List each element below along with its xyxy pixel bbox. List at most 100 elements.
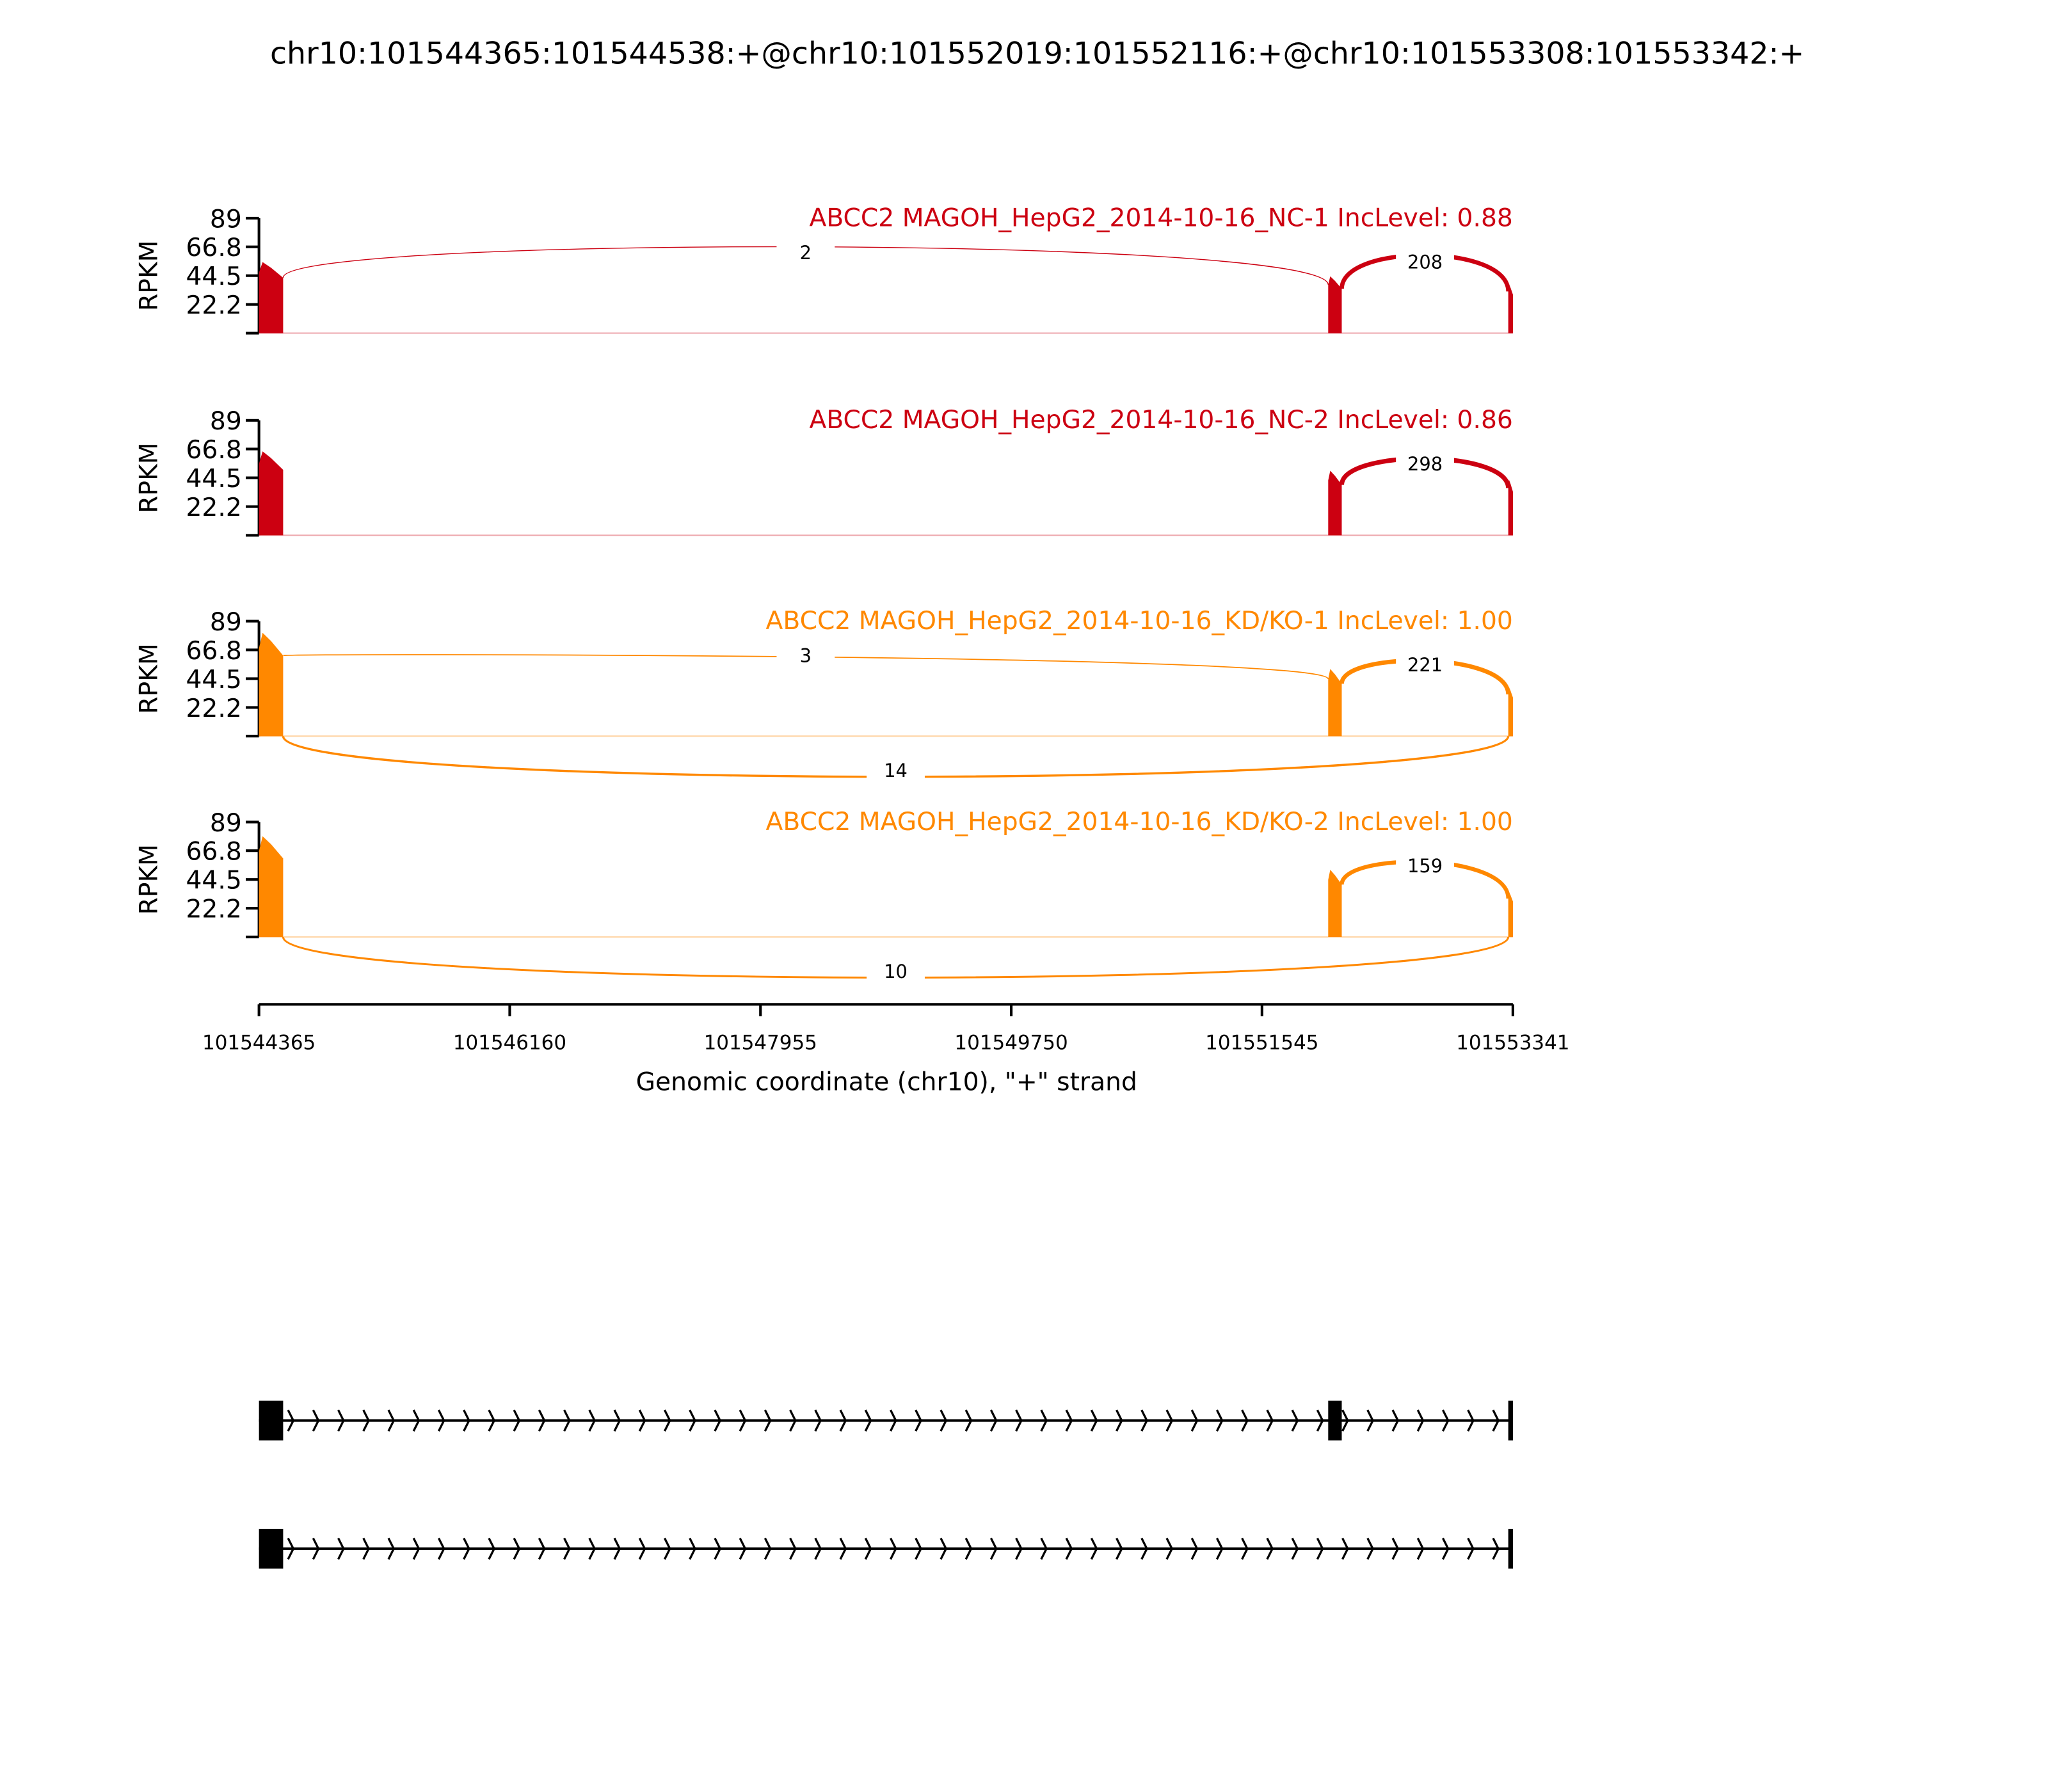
- coverage-exon-3: [1508, 479, 1514, 536]
- gene-model-exon: [259, 1528, 284, 1569]
- strand-chevron-icon: [789, 1537, 797, 1560]
- strand-chevron-icon: [964, 1409, 973, 1432]
- strand-chevron-icon: [287, 1537, 295, 1560]
- strand-chevron-icon: [1215, 1409, 1224, 1432]
- strand-chevron-icon: [839, 1537, 847, 1560]
- strand-chevron-icon: [864, 1409, 872, 1432]
- strand-chevron-icon: [387, 1409, 396, 1432]
- strand-chevron-icon: [1441, 1537, 1450, 1560]
- strand-chevron-icon: [312, 1409, 320, 1432]
- strand-chevron-icon: [1316, 1537, 1324, 1560]
- strand-chevron-icon: [714, 1409, 722, 1432]
- y-tick-label: 66.8: [186, 838, 241, 867]
- strand-chevron-icon: [538, 1409, 546, 1432]
- strand-chevron-icon: [814, 1537, 822, 1560]
- strand-chevron-icon: [1015, 1537, 1023, 1560]
- strand-chevron-icon: [864, 1537, 872, 1560]
- strand-chevron-icon: [362, 1537, 370, 1560]
- strand-chevron-icon: [890, 1409, 897, 1432]
- y-axis-label: RPKM: [135, 240, 164, 310]
- x-axis-label: Genomic coordinate (chr10), "+" strand: [636, 1068, 1137, 1096]
- strand-chevron-icon: [1116, 1537, 1123, 1560]
- chart-title: chr10:101544365:101544538:+@chr10:101552…: [270, 36, 1804, 71]
- strand-chevron-icon: [337, 1409, 345, 1432]
- coverage-exon-2: [1328, 470, 1342, 536]
- strand-chevron-icon: [437, 1409, 445, 1432]
- coverage-exon-1: [259, 836, 284, 937]
- y-tick-label: 66.8: [186, 234, 241, 262]
- junction-label-bg: [776, 241, 835, 265]
- junction-count-label: 14: [884, 760, 908, 781]
- strand-chevron-icon: [1391, 1537, 1400, 1560]
- strand-chevron-icon: [1190, 1409, 1199, 1432]
- strand-chevron-icon: [1040, 1537, 1048, 1560]
- strand-chevron-icon: [1140, 1409, 1148, 1432]
- strand-chevron-icon: [739, 1537, 747, 1560]
- strand-chevron-icon: [1291, 1537, 1299, 1560]
- strand-chevron-icon: [890, 1537, 897, 1560]
- coverage-exon-2: [1328, 870, 1342, 937]
- junction-label-bg: [776, 643, 835, 668]
- panel-label: ABCC2 MAGOH_HepG2_2014-10-16_NC-1 IncLev…: [809, 204, 1512, 232]
- junction-label-bg: [1396, 653, 1454, 677]
- strand-chevron-icon: [1140, 1537, 1148, 1560]
- strand-chevron-icon: [638, 1537, 646, 1560]
- strand-chevron-icon: [764, 1537, 772, 1560]
- strand-chevron-icon: [1165, 1409, 1174, 1432]
- coverage-exon-3: [1508, 284, 1514, 333]
- y-tick-label: 89: [210, 205, 242, 234]
- gene-model-exon: [1508, 1528, 1514, 1569]
- strand-chevron-icon: [563, 1537, 571, 1560]
- strand-chevron-icon: [1040, 1409, 1048, 1432]
- strand-chevron-icon: [989, 1537, 998, 1560]
- x-tick-label: 101546160: [453, 1031, 566, 1054]
- strand-chevron-icon: [1416, 1537, 1425, 1560]
- strand-chevron-icon: [915, 1409, 922, 1432]
- y-tick-label: 44.5: [186, 262, 241, 291]
- coverage-exon-1: [259, 262, 284, 333]
- x-tick-label: 101551545: [1205, 1031, 1318, 1054]
- y-tick-label: 89: [210, 809, 242, 838]
- y-axis-label: RPKM: [135, 442, 164, 513]
- strand-chevron-icon: [964, 1537, 973, 1560]
- strand-chevron-icon: [1467, 1537, 1475, 1560]
- strand-chevron-icon: [915, 1537, 922, 1560]
- strand-chevron-icon: [463, 1537, 470, 1560]
- x-tick-label: 101544365: [202, 1031, 316, 1054]
- strand-chevron-icon: [940, 1537, 948, 1560]
- strand-chevron-icon: [387, 1537, 396, 1560]
- strand-chevron-icon: [1090, 1537, 1098, 1560]
- strand-chevron-icon: [337, 1537, 345, 1560]
- strand-chevron-icon: [513, 1537, 521, 1560]
- y-tick-label: 44.5: [186, 666, 241, 694]
- strand-chevron-icon: [1291, 1409, 1299, 1432]
- y-tick-label: 66.8: [186, 637, 241, 666]
- strand-chevron-icon: [1241, 1537, 1249, 1560]
- strand-chevron-icon: [1492, 1409, 1500, 1432]
- strand-chevron-icon: [563, 1409, 571, 1432]
- coverage-exon-2: [1328, 276, 1342, 333]
- y-axis-label: RPKM: [135, 844, 164, 915]
- strand-chevron-icon: [663, 1409, 671, 1432]
- strand-chevron-icon: [1416, 1409, 1425, 1432]
- coverage-exon-3: [1508, 687, 1514, 737]
- strand-chevron-icon: [312, 1537, 320, 1560]
- strand-chevron-icon: [488, 1409, 495, 1432]
- strand-chevron-icon: [588, 1537, 596, 1560]
- coverage-exon-2: [1328, 669, 1342, 737]
- strand-chevron-icon: [789, 1409, 797, 1432]
- gene-model-exon: [1328, 1400, 1342, 1441]
- strand-chevron-icon: [1065, 1409, 1073, 1432]
- y-tick-label: 22.2: [186, 493, 241, 522]
- strand-chevron-icon: [638, 1409, 646, 1432]
- strand-chevron-icon: [362, 1409, 370, 1432]
- strand-chevron-icon: [613, 1409, 621, 1432]
- strand-chevron-icon: [463, 1409, 470, 1432]
- strand-chevron-icon: [1366, 1537, 1374, 1560]
- strand-chevron-icon: [689, 1537, 696, 1560]
- strand-chevron-icon: [1492, 1537, 1500, 1560]
- strand-chevron-icon: [1341, 1409, 1349, 1432]
- strand-chevron-icon: [663, 1537, 671, 1560]
